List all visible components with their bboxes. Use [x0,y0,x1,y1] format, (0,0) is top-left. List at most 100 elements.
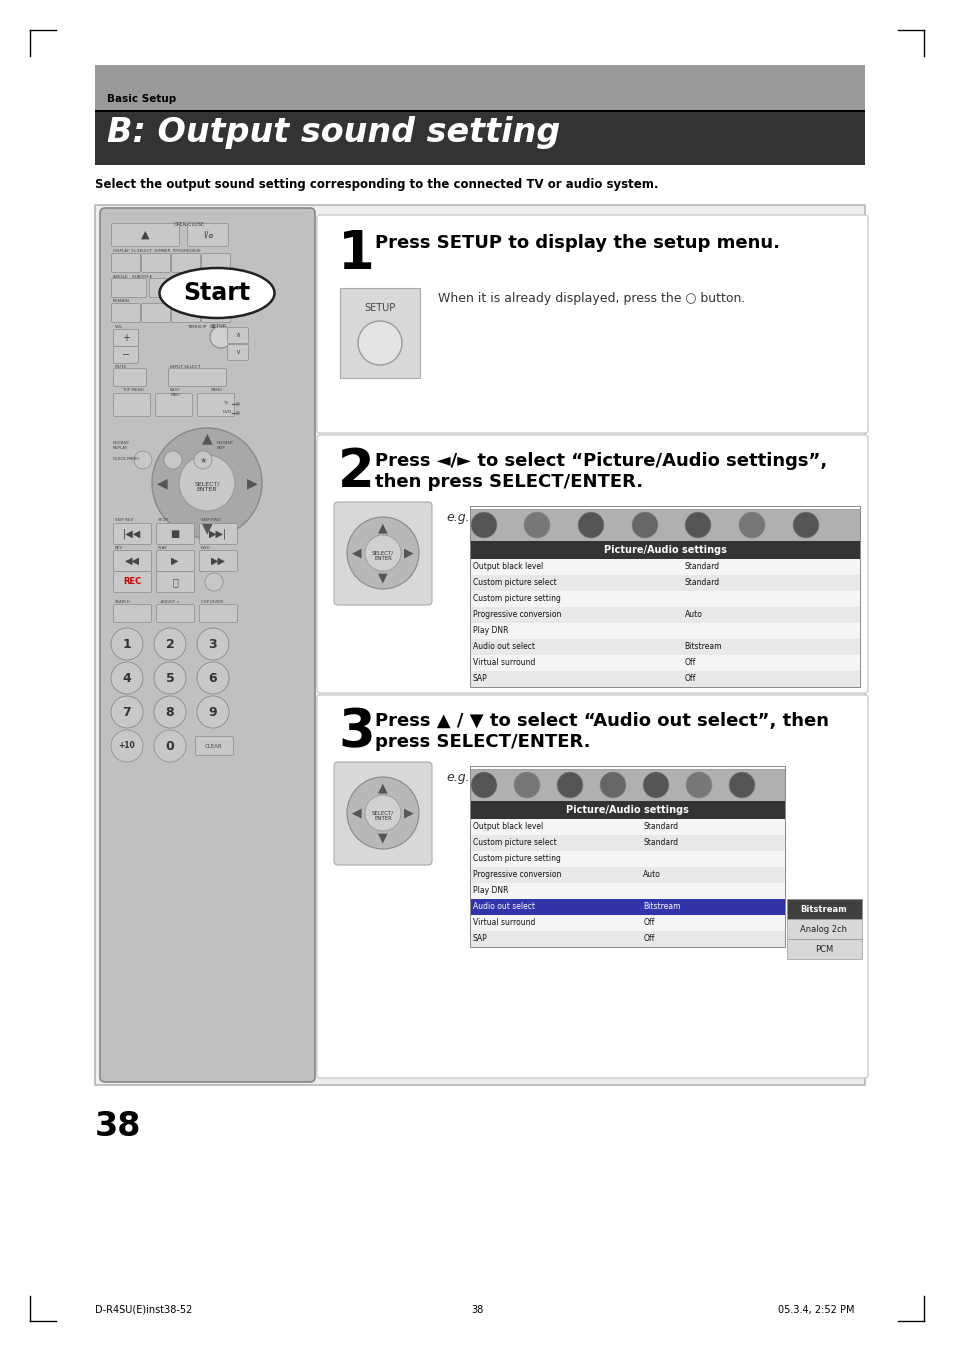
Circle shape [357,322,401,365]
Text: Off: Off [642,934,654,943]
Circle shape [471,512,497,538]
FancyBboxPatch shape [199,550,237,571]
Text: Picture/Audio settings: Picture/Audio settings [565,805,688,815]
FancyBboxPatch shape [316,435,867,693]
Bar [470,576,859,590]
Circle shape [153,696,186,728]
Text: 1: 1 [337,228,375,280]
Text: Off: Off [642,917,654,927]
FancyBboxPatch shape [113,523,152,544]
Text: I/⌀: I/⌀ [203,231,213,239]
Text: OPEN/CLOSE: OPEN/CLOSE [173,222,204,226]
FancyBboxPatch shape [316,694,867,1078]
Text: Progressive conversion: Progressive conversion [473,611,560,619]
FancyBboxPatch shape [201,304,231,323]
Text: Custom picture setting: Custom picture setting [473,854,560,863]
FancyBboxPatch shape [199,604,237,623]
Text: ▶: ▶ [247,476,257,490]
Bar [470,884,784,898]
Text: ◀◀: ◀◀ [125,557,139,566]
Text: 3: 3 [337,707,375,758]
FancyBboxPatch shape [141,304,171,323]
Text: 3: 3 [209,638,217,650]
Bar [470,766,784,947]
Circle shape [111,696,143,728]
Text: 7: 7 [123,705,132,719]
Text: REC: REC [123,577,141,586]
Text: Audio out select: Audio out select [473,902,535,911]
Text: Virtual surround: Virtual surround [473,658,535,667]
Circle shape [184,280,202,297]
Circle shape [133,451,152,469]
Text: Press SETUP to display the setup menu.: Press SETUP to display the setup menu. [375,234,780,253]
FancyBboxPatch shape [197,393,234,416]
Text: SEARCH: SEARCH [115,600,131,604]
Bar [470,509,859,540]
Text: Auto: Auto [684,611,701,619]
Text: TV: TV [223,401,228,405]
Text: ∨: ∨ [235,349,240,355]
Bar [470,639,859,655]
FancyBboxPatch shape [113,604,152,623]
Text: 38: 38 [95,1111,141,1143]
Text: Virtual surround: Virtual surround [473,917,535,927]
Text: Press ▲ / ▼ to select “Audio out select”, then: Press ▲ / ▼ to select “Audio out select”… [375,712,828,730]
Text: Off: Off [684,658,695,667]
Circle shape [153,628,186,661]
Bar [470,851,784,867]
Circle shape [739,512,764,538]
Circle shape [599,771,625,798]
Text: 9: 9 [209,705,217,719]
FancyBboxPatch shape [113,393,151,416]
Text: INPUT SELECT: INPUT SELECT [170,365,200,369]
FancyBboxPatch shape [172,304,200,323]
Circle shape [196,696,229,728]
Text: 2: 2 [166,638,174,650]
Text: ▲: ▲ [201,431,213,444]
Text: When it is already displayed, press the ○ button.: When it is already displayed, press the … [437,292,744,305]
Circle shape [210,326,232,349]
FancyBboxPatch shape [227,327,248,343]
Text: Custom picture select: Custom picture select [473,578,557,586]
Text: 6: 6 [209,671,217,685]
FancyBboxPatch shape [113,346,138,363]
Text: Start: Start [183,281,251,305]
Text: ▲: ▲ [377,521,388,535]
Text: INSTANT
REPLAY: INSTANT REPLAY [112,440,131,450]
Circle shape [365,794,400,831]
Text: 1: 1 [123,638,132,650]
Circle shape [792,512,818,538]
Bar [470,671,859,688]
Text: D-R4SU(E)inst38-52: D-R4SU(E)inst38-52 [95,1305,193,1315]
Text: DISPLAY  FL SELECT  DIMMER  PROGRESSIVE: DISPLAY FL SELECT DIMMER PROGRESSIVE [112,249,200,253]
Text: Press ◄/► to select “Picture/Audio settings”,: Press ◄/► to select “Picture/Audio setti… [375,453,826,470]
Circle shape [523,512,550,538]
Text: Standard: Standard [642,838,678,847]
Text: Bitstream: Bitstream [684,642,721,651]
Text: +10: +10 [118,742,135,751]
Text: DVD: DVD [223,409,232,413]
FancyBboxPatch shape [201,254,231,273]
Text: QUICK MENU: QUICK MENU [112,457,139,461]
Bar [470,867,784,884]
FancyBboxPatch shape [156,550,194,571]
Text: e.g.: e.g. [446,511,469,524]
Bar [470,559,859,576]
Text: VOL: VOL [115,326,124,330]
Bar [339,288,419,378]
Circle shape [153,730,186,762]
Bar [470,590,859,607]
Text: B: Output sound setting: B: Output sound setting [107,116,559,149]
Text: SELECT/
ENTER: SELECT/ ENTER [372,811,394,821]
Circle shape [557,771,582,798]
Text: SELECT/
ENTER: SELECT/ ENTER [194,481,219,492]
Bar [95,112,864,165]
Bar [470,769,784,801]
Circle shape [514,771,539,798]
FancyBboxPatch shape [156,571,194,593]
Text: Custom picture select: Custom picture select [473,838,557,847]
Text: ▶▶|: ▶▶| [209,528,227,539]
FancyBboxPatch shape [199,523,237,544]
Circle shape [111,662,143,694]
FancyBboxPatch shape [112,254,140,273]
